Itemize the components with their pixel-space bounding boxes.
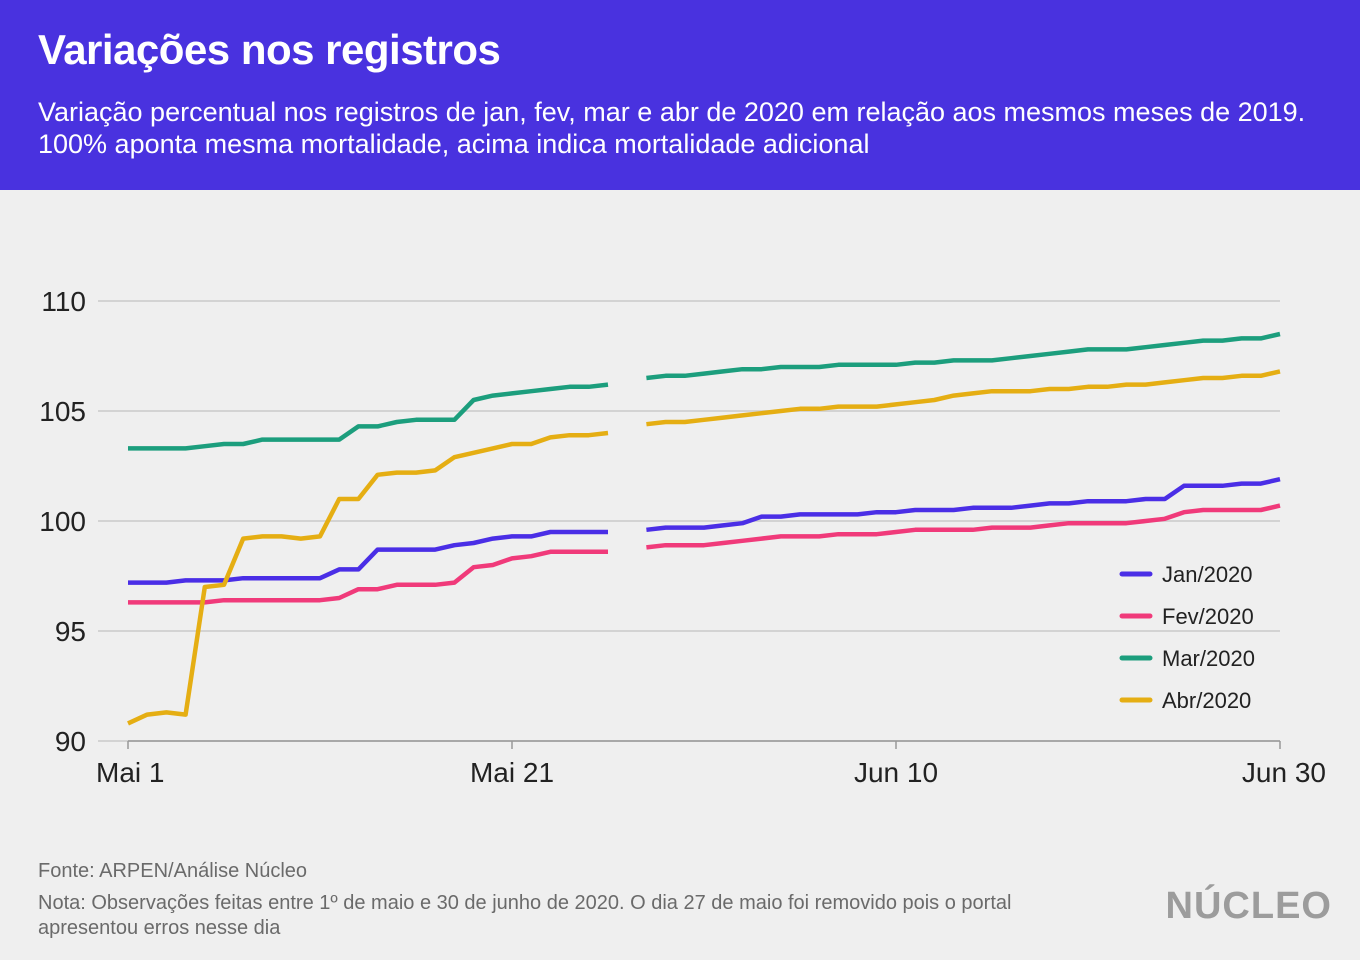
- y-tick-label-95: 95: [55, 616, 86, 647]
- y-tick-label-100: 100: [39, 506, 86, 537]
- legend-label-abr-2020: Abr/2020: [1162, 688, 1251, 713]
- series-line-abr-2020-segment-2: [646, 369, 1281, 427]
- y-tick-label-105: 105: [39, 396, 86, 427]
- y-tick-label-90: 90: [55, 726, 86, 757]
- series-lines: [127, 331, 1281, 726]
- x-tick-label: Jun 10: [854, 757, 938, 788]
- legend-label-mar-2020: Mar/2020: [1162, 646, 1255, 671]
- series-line-mar-2020-segment-1: [128, 382, 609, 451]
- x-tick-label: Mai 21: [470, 757, 554, 788]
- legend-label-fev-2020: Fev/2020: [1162, 604, 1254, 629]
- nucleo-logo: NÚCLEO: [1165, 885, 1332, 927]
- series-line-jan-2020-segment-2: [646, 477, 1281, 533]
- y-axis-ticks: 90 95 100 105 110: [39, 286, 86, 757]
- chart-subtitle: Variação percentual nos registros de jan…: [38, 97, 1306, 159]
- methodology-note: Nota: Observações feitas entre 1º de mai…: [38, 892, 1012, 939]
- source-note: Fonte: ARPEN/Análise Núcleo: [38, 860, 308, 882]
- y-tick-label-110: 110: [41, 286, 86, 317]
- chart-title: Variações nos registros: [38, 26, 501, 73]
- line-chart: 90 95 100 105 110 Mai 1 Mai 21 Jun 10 Jun 30 Ja…: [39, 286, 1326, 788]
- series-line-fev-2020-segment-1: [128, 549, 608, 605]
- x-axis: Mai 1 Mai 21 Jun 10 Jun 30: [96, 740, 1326, 788]
- series-line-fev-2020-segment-2: [646, 503, 1281, 550]
- header-banner: Variações nos registros Variação percent…: [0, 0, 1360, 190]
- legend: Jan/2020 Fev/2020 Mar/2020 Abr/2020: [1119, 562, 1255, 713]
- x-tick-label: Mai 1: [96, 757, 164, 788]
- series-line-jan-2020-segment-1: [128, 529, 608, 585]
- series-line-abr-2020-segment-1: [127, 430, 609, 726]
- series-line-mar-2020-segment-2: [646, 331, 1281, 381]
- x-tick-label: Jun 30: [1242, 757, 1326, 788]
- legend-label-jan-2020: Jan/2020: [1162, 562, 1253, 587]
